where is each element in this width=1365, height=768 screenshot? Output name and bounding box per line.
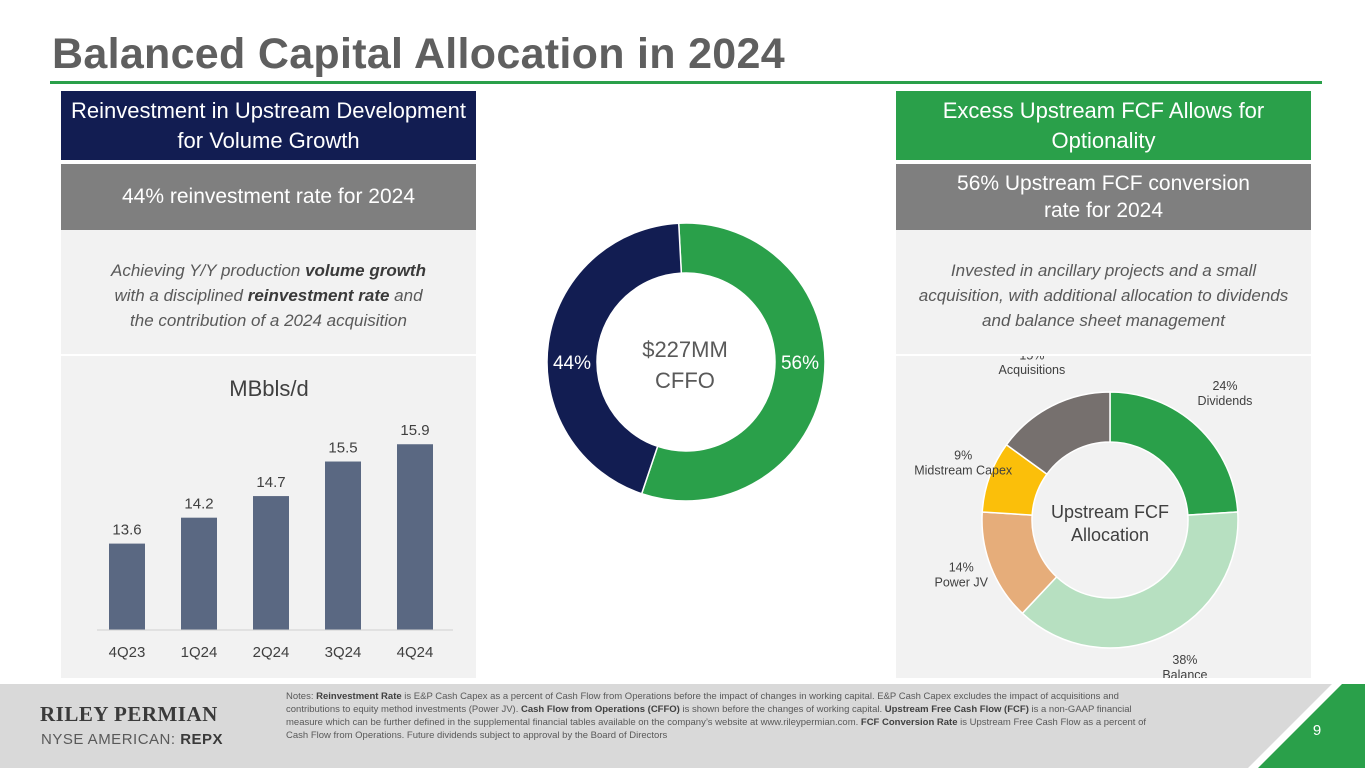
bar-value-label: 14.7	[256, 474, 285, 491]
x-tick-label: 4Q23	[109, 644, 146, 661]
bar-2Q24	[253, 496, 289, 630]
exchange-name: NYSE AMERICAN:	[41, 731, 181, 748]
optionality-description-panel: Invested in ancillary projects and a sma…	[896, 230, 1311, 354]
fcf-slice-label: 24% Dividends	[1198, 379, 1253, 408]
cffo-donut-chart: 56% 44% $227MM CFFO	[546, 222, 826, 502]
cffo-slice	[640, 222, 826, 502]
exchange-ticker: NYSE AMERICAN: REPX	[41, 731, 223, 748]
bar-value-label: 14.2	[184, 496, 213, 513]
fcf-allocation-donut-chart: Upstream FCF Allocation 24% Dividends 38% B…	[914, 356, 1253, 678]
desc-text: with a disciplined	[114, 286, 248, 305]
notes-term: Reinvestment Rate	[316, 691, 402, 702]
desc-emphasis: volume growth	[305, 261, 426, 280]
notes-text: is a non-GAAP financial measure which ca…	[286, 704, 1132, 728]
x-tick-label: 2Q24	[253, 644, 290, 661]
optionality-header: Excess Upstream FCF Allows for Optionali…	[896, 91, 1311, 160]
fcf-center-subtitle: Allocation	[1071, 525, 1149, 545]
ticker-symbol: REPX	[180, 731, 224, 748]
production-bar-chart: MBbls/d 13.6 4Q23 14.2 1Q24 14.7 2Q24 15.5 3Q24…	[97, 376, 453, 661]
notes-term: FCF Conversion Rate	[860, 717, 958, 728]
optionality-description: Invested in ancillary projects and a sma…	[918, 261, 1289, 330]
chart-title: MBbls/d	[229, 376, 308, 401]
reinvestment-description-panel: Achieving Y/Y production volume growth w…	[61, 230, 476, 354]
cffo-slice	[546, 222, 683, 495]
fcf-conversion-banner: 56% Upstream FCF conversion rate for 202…	[896, 164, 1311, 230]
title-divider	[50, 81, 1322, 84]
bar-value-label: 15.9	[400, 422, 429, 439]
company-logo: RILEY PERMIAN	[40, 702, 218, 726]
reinvestment-rate-banner: 44% reinvestment rate for 2024	[61, 164, 476, 230]
notes-text: is shown before the changes of working c…	[679, 704, 885, 715]
desc-emphasis: reinvestment rate	[247, 286, 390, 305]
reinvestment-header: Reinvestment in Upstream Development for…	[61, 91, 476, 160]
production-chart-panel: MBbls/d 13.6 4Q23 14.2 1Q24 14.7 2Q24 15.5 3Q24…	[61, 356, 476, 678]
corner-green-triangle	[1258, 684, 1365, 768]
reinvestment-description: Achieving Y/Y production volume growth w…	[61, 258, 476, 333]
fcf-center-title: Upstream FCF	[1051, 502, 1169, 522]
footnotes: Notes: Reinvestment Rate is E&P Cash Cap…	[286, 690, 1166, 742]
bar-value-label: 15.5	[328, 440, 357, 457]
page-title: Balanced Capital Allocation in 2024	[52, 30, 785, 78]
footer-bar	[0, 684, 1365, 768]
fcf-slice	[1021, 511, 1239, 649]
desc-text: and the contribution of a 2024 acquisiti…	[130, 286, 423, 330]
x-tick-label: 3Q24	[325, 644, 362, 661]
bar-value-label: 13.6	[112, 522, 141, 539]
cffo-center-amount: $227MM	[642, 337, 728, 362]
bar-4Q24	[397, 444, 433, 630]
notes-label: Notes:	[286, 691, 317, 702]
fcf-slice	[1005, 391, 1111, 476]
page-number: 9	[1312, 722, 1322, 739]
fcf-slice	[1109, 391, 1239, 516]
x-tick-label: 4Q24	[397, 644, 434, 661]
corner-accent	[1200, 684, 1365, 768]
cffo-slice-label: 44%	[553, 353, 591, 374]
desc-text: Achieving Y/Y production	[111, 261, 306, 280]
x-tick-label: 1Q24	[181, 644, 218, 661]
notes-text: is Upstream Free Cash Flow as a percent …	[286, 717, 1146, 741]
fcf-slice-label: 38%BalanceSheet	[1162, 653, 1207, 678]
cffo-slice-label: 56%	[781, 353, 819, 374]
bar-3Q24	[325, 461, 361, 630]
notes-term: Cash Flow from Operations (CFFO)	[520, 704, 680, 715]
fcf-slice-label: 15%Acquisitions	[999, 356, 1066, 377]
fcf-slice-label: 9% Midstream Capex	[914, 449, 1013, 478]
notes-term: Upstream Free Cash Flow (FCF)	[884, 704, 1029, 715]
notes-text: is E&P Cash Capex as a percent of Cash F…	[286, 691, 1119, 715]
bar-4Q23	[109, 543, 145, 630]
fcf-slice-label: 14% Power JV	[934, 560, 988, 589]
bar-1Q24	[181, 517, 217, 630]
cffo-center-label: CFFO	[655, 368, 715, 393]
corner-divider	[1200, 684, 1324, 768]
